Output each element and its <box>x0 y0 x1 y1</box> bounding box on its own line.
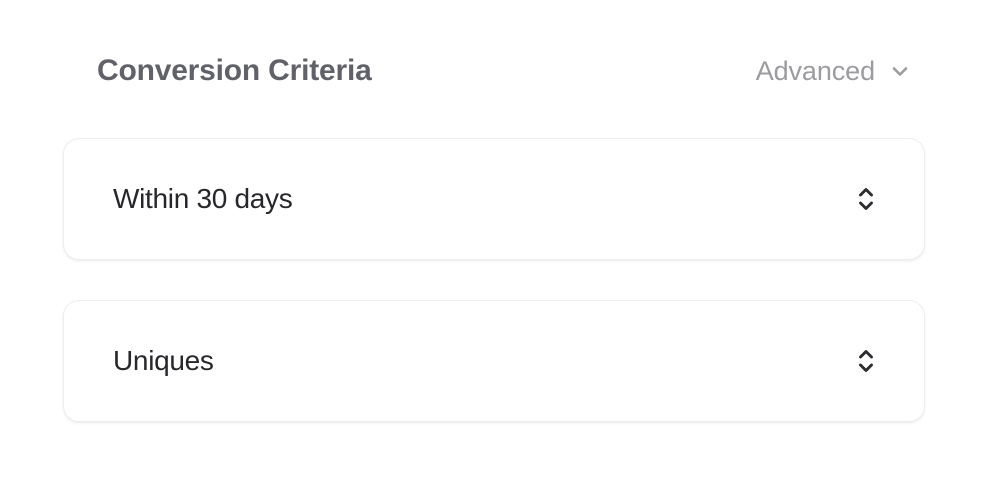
conversion-timeframe-value: Within 30 days <box>113 183 293 214</box>
conversion-timeframe-select[interactable]: Within 30 days <box>63 138 925 260</box>
conversion-count-method-value: Uniques <box>113 345 214 376</box>
chevron-up-down-icon[interactable] <box>854 182 890 216</box>
chevron-up-down-icon[interactable] <box>854 344 890 378</box>
panel-header: Conversion Criteria Advanced <box>63 48 925 94</box>
chevron-down-icon <box>889 60 911 82</box>
page-title: Conversion Criteria <box>97 54 372 87</box>
advanced-mode-toggle[interactable]: Advanced <box>755 55 925 86</box>
conversion-count-method-select[interactable]: Uniques <box>63 300 925 422</box>
advanced-mode-label: Advanced <box>755 55 875 86</box>
